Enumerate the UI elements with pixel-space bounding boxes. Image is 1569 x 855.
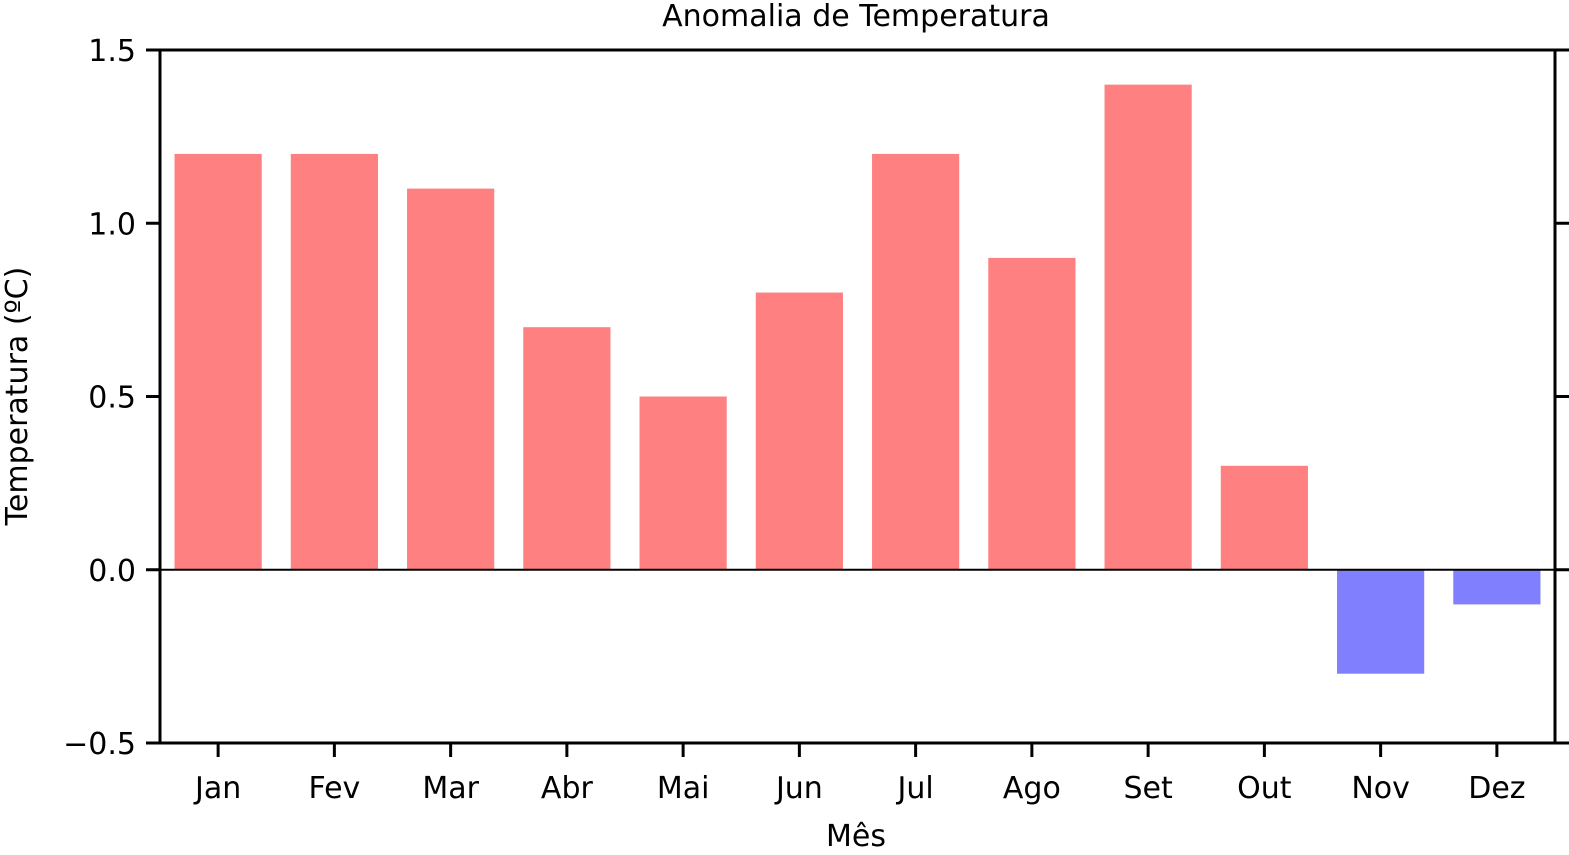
bar-mai xyxy=(639,396,727,570)
x-tick-label: Nov xyxy=(1351,771,1410,806)
x-tick-label: Dez xyxy=(1468,771,1525,806)
x-tick-label: Jul xyxy=(896,771,934,806)
y-tick-label: 0.5 xyxy=(88,381,136,416)
y-axis-ticks: −0.5 0.0 0.5 1.0 1.5 xyxy=(63,34,1569,762)
bar-fev xyxy=(290,153,378,570)
x-axis-title: Mês xyxy=(826,819,886,854)
bar-dez xyxy=(1453,569,1541,605)
x-tick-label: Out xyxy=(1237,771,1292,806)
bar-ago xyxy=(988,257,1076,570)
x-tick-label: Jun xyxy=(774,771,823,806)
y-axis-title: Temperatura (ºC) xyxy=(0,267,35,527)
bars-group xyxy=(174,84,1541,674)
bar-nov xyxy=(1337,569,1425,674)
x-tick-label: Fev xyxy=(308,771,360,806)
bar-jan xyxy=(174,153,262,570)
x-tick-label: Mar xyxy=(422,771,479,806)
chart-title: Anomalia de Temperatura xyxy=(662,0,1050,34)
x-tick-label: Mai xyxy=(657,771,710,806)
bar-jun xyxy=(755,292,843,570)
y-tick-label: 0.0 xyxy=(88,554,136,589)
y-tick-label: 1.5 xyxy=(88,34,136,69)
bar-set xyxy=(1104,84,1192,570)
x-tick-label: Jan xyxy=(193,771,241,806)
bar-out xyxy=(1220,465,1308,570)
y-tick-label: 1.0 xyxy=(88,207,136,242)
x-tick-label: Abr xyxy=(541,771,594,806)
bar-mar xyxy=(407,188,495,570)
x-tick-label: Set xyxy=(1123,771,1173,806)
bar-abr xyxy=(523,327,611,570)
x-tick-label: Ago xyxy=(1003,771,1061,806)
x-axis-ticks: Jan Fev Mar Abr Mai Jun Jul Ago Set Out Nov Dez xyxy=(193,743,1526,806)
bar-jul xyxy=(872,153,960,570)
y-tick-label: −0.5 xyxy=(63,727,136,762)
